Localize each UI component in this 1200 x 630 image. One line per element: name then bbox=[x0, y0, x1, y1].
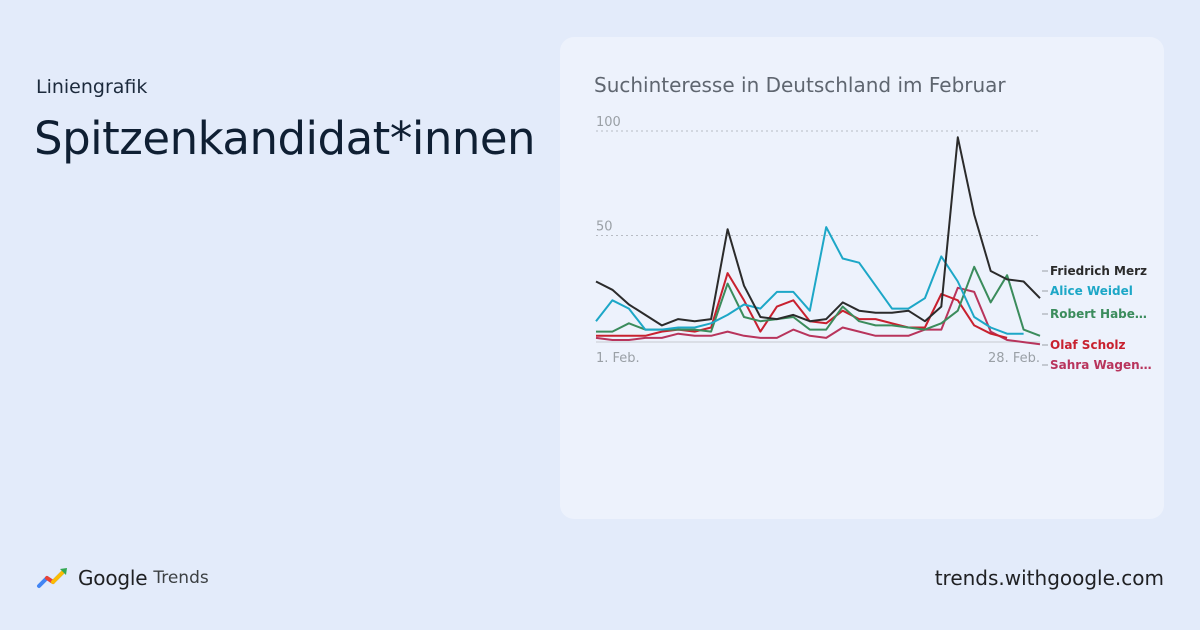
google-wordmark: Google bbox=[78, 566, 148, 590]
x-tick-label: 1. Feb. bbox=[596, 351, 640, 366]
series-line-robert-habe bbox=[596, 265, 1041, 337]
y-tick-label: 50 bbox=[596, 220, 613, 235]
line-chart: 50 100 1. Feb. 28. Feb. Friedrich Merz Alice … bbox=[595, 115, 1152, 372]
series-label-friedrich-merz: Friedrich Merz bbox=[1050, 264, 1147, 278]
series-label-robert-habe: Robert Habe… bbox=[1050, 307, 1147, 321]
trends-wordmark: Trends bbox=[153, 568, 209, 588]
trends-arrow-icon bbox=[37, 568, 67, 588]
eyebrow-label: Liniengrafik bbox=[36, 76, 148, 98]
series-line-alice-weidel bbox=[595, 226, 1024, 335]
series-line-olaf-scholz bbox=[596, 272, 1008, 339]
y-tick-label: 100 bbox=[596, 115, 621, 130]
google-trends-logo: Google Trends bbox=[36, 564, 209, 592]
footer-url: trends.withgoogle.com bbox=[934, 566, 1164, 590]
series-line-friedrich-merz bbox=[595, 136, 1041, 327]
series-label-sahra-wagen: Sahra Wagen… bbox=[1050, 358, 1152, 372]
chart-card: Suchinteresse in Deutschland im Februar … bbox=[560, 37, 1164, 519]
series-label-olaf-scholz: Olaf Scholz bbox=[1050, 338, 1125, 352]
page-headline: Spitzenkandidat*innen bbox=[34, 112, 536, 165]
chart-title: Suchinteresse in Deutschland im Februar bbox=[594, 73, 1006, 97]
x-tick-label: 28. Feb. bbox=[988, 351, 1040, 366]
series-label-alice-weidel: Alice Weidel bbox=[1050, 284, 1133, 298]
